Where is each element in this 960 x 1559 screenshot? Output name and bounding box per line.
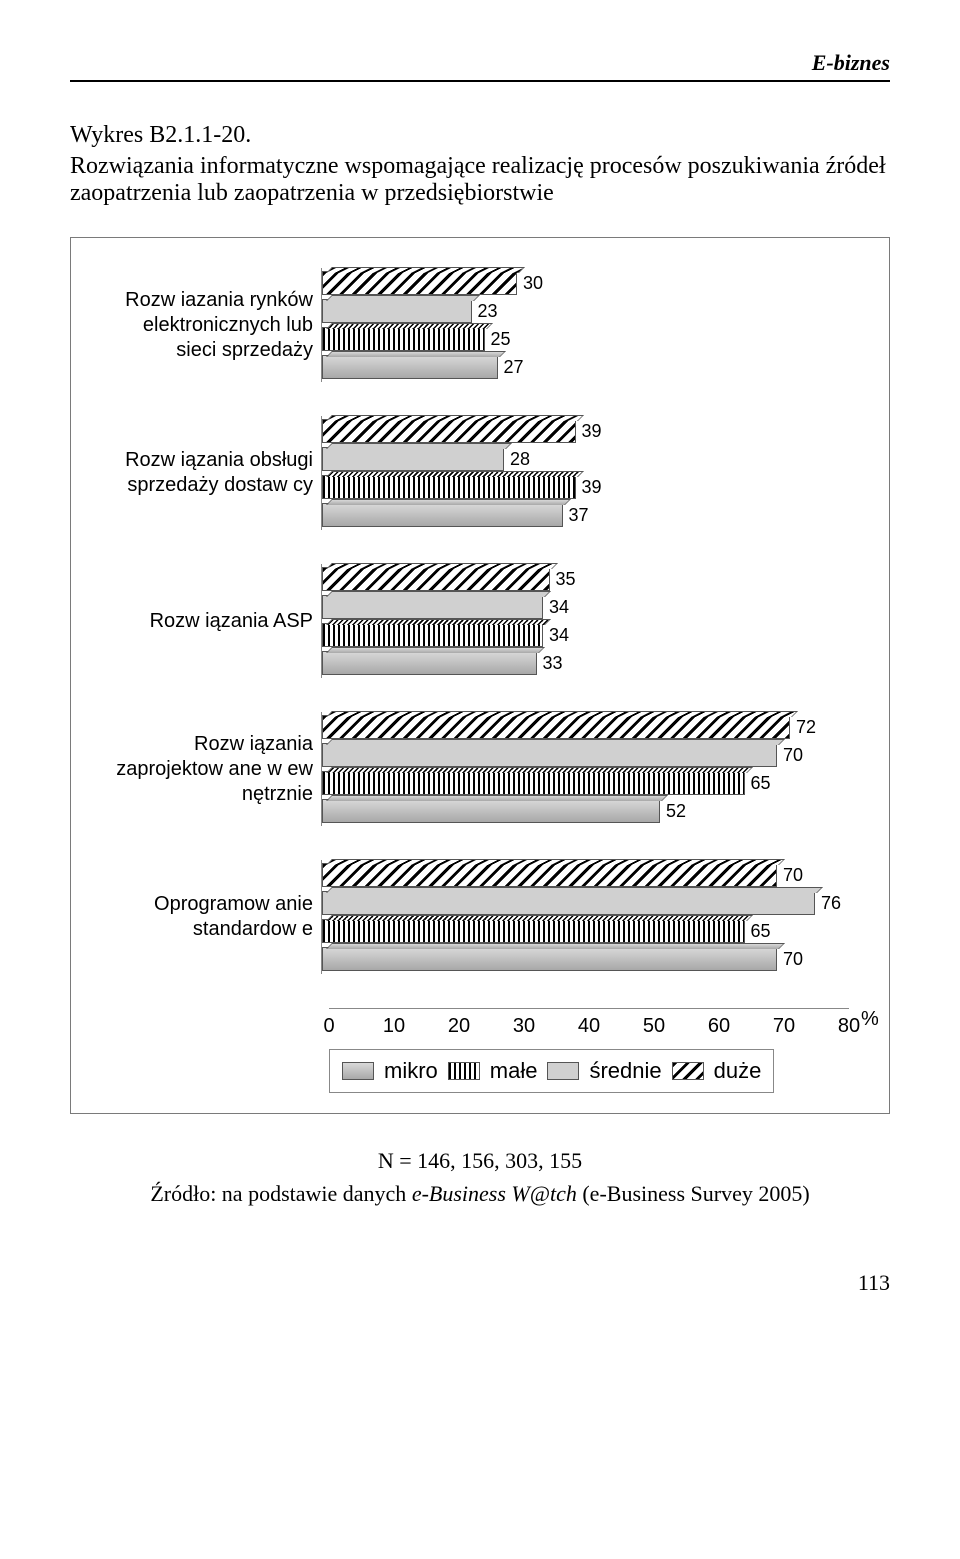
bar (322, 595, 543, 619)
axis-tick: 60 (708, 1015, 730, 1038)
bar-value: 72 (796, 717, 816, 738)
legend-swatch (672, 1062, 704, 1080)
section-header: E-biznes (70, 50, 890, 82)
category-label: Rozw iazania rynków elektronicznych lub … (101, 288, 321, 363)
legend-label: duże (714, 1058, 762, 1084)
category-label: Rozw iązania obsługi sprzedaży dostaw cy (101, 448, 321, 498)
axis-tick: 80 (838, 1015, 860, 1038)
legend-label: mikro (384, 1058, 438, 1084)
bar-value: 34 (549, 625, 569, 646)
bar-value: 52 (666, 801, 686, 822)
bar (322, 475, 576, 499)
bar (322, 771, 745, 795)
category-label: Oprogramow anie standardow e (101, 892, 321, 942)
bar-value: 65 (751, 773, 771, 794)
category-label: Rozw iązania ASP (101, 609, 321, 634)
axis-tick: 10 (383, 1015, 405, 1038)
bar (322, 271, 517, 295)
axis-tick: 30 (513, 1015, 535, 1038)
legend-swatch (547, 1062, 579, 1080)
axis-tick: 0 (323, 1015, 334, 1038)
bar (322, 863, 777, 887)
bar-value: 28 (510, 449, 530, 470)
category-label: Rozw iązania zaprojektow ane w ew nętrzn… (101, 732, 321, 807)
bar (322, 891, 815, 915)
axis-tick: 70 (773, 1015, 795, 1038)
legend-swatch (448, 1062, 480, 1080)
bar-value: 70 (783, 949, 803, 970)
bar-value: 34 (549, 597, 569, 618)
bar-value: 27 (504, 357, 524, 378)
figure-number: Wykres B2.1.1-20. (70, 122, 890, 149)
bar (322, 623, 543, 647)
bar-value: 65 (751, 921, 771, 942)
figure-title: Rozwiązania informatyczne wspomagające r… (70, 153, 890, 207)
bar (322, 947, 777, 971)
legend: mikro małe średnie duże (329, 1049, 774, 1093)
bar (322, 355, 498, 379)
bar-value: 37 (569, 505, 589, 526)
bar (322, 327, 485, 351)
axis-tick: 40 (578, 1015, 600, 1038)
bar (322, 799, 660, 823)
axis-tick: 20 (448, 1015, 470, 1038)
bar-value: 23 (478, 301, 498, 322)
x-axis: 01020304050607080 (329, 1008, 849, 1036)
legend-swatch (342, 1062, 374, 1080)
bar (322, 447, 504, 471)
bar-value: 39 (582, 477, 602, 498)
bar-value: 35 (556, 569, 576, 590)
bar-value: 33 (543, 653, 563, 674)
bar-value: 76 (821, 893, 841, 914)
legend-label: małe (490, 1058, 538, 1084)
bar (322, 299, 472, 323)
page-number: 113 (70, 1270, 890, 1296)
bar (322, 715, 790, 739)
bar (322, 651, 537, 675)
bar (322, 503, 563, 527)
source-line: Źródło: na podstawie danych e-Business W… (70, 1177, 890, 1210)
axis-tick: 50 (643, 1015, 665, 1038)
legend-label: średnie (589, 1058, 661, 1084)
bar (322, 919, 745, 943)
bar-value: 70 (783, 865, 803, 886)
bar-value: 70 (783, 745, 803, 766)
bar (322, 743, 777, 767)
bar-value: 30 (523, 273, 543, 294)
n-line: N = 146, 156, 303, 155 (70, 1144, 890, 1177)
chart-container: Rozw iazania rynków elektronicznych lub … (70, 237, 890, 1114)
bar (322, 567, 550, 591)
bar (322, 419, 576, 443)
bar-value: 39 (582, 421, 602, 442)
bar-value: 25 (491, 329, 511, 350)
